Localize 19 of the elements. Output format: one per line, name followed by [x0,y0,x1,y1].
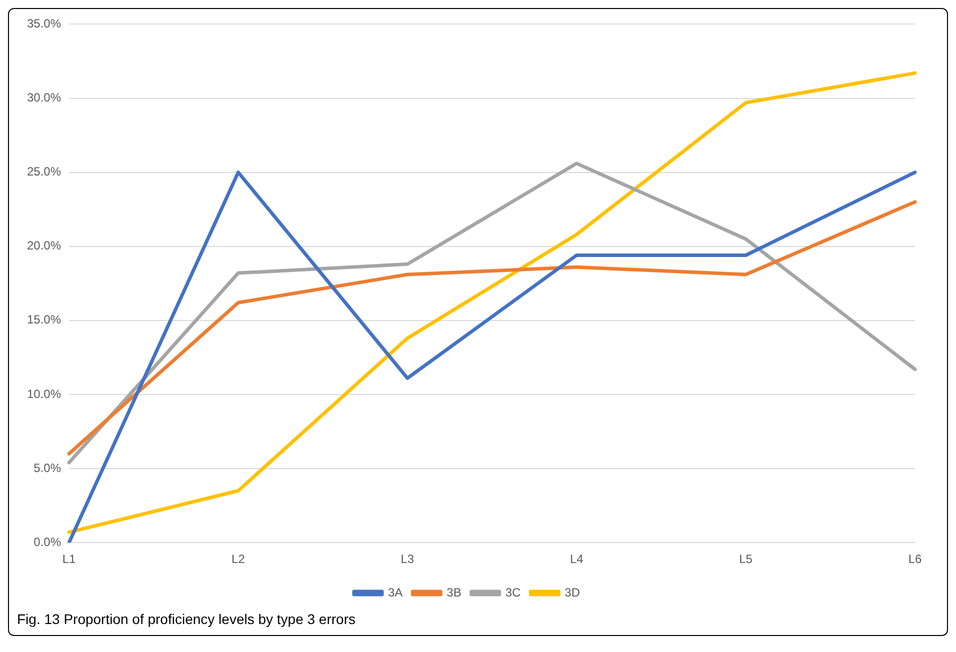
x-tick-label: L5 [739,552,753,566]
legend-label: 3D [564,585,580,600]
y-tick-label: 10.0% [26,386,62,401]
y-tick-label: 35.0% [26,16,62,31]
x-tick-label: L2 [232,552,246,566]
y-tick-label: 0.0% [34,534,62,549]
y-tick-label: 20.0% [26,238,62,253]
x-tick-label: L6 [908,552,922,566]
y-tick-label: 30.0% [26,90,62,105]
y-tick-label: 5.0% [34,460,62,475]
legend-label: 3A [388,585,403,600]
caption: Fig. 13 Proportion of proficiency levels by type 3 errors [16,610,356,629]
y-tick-label: 25.0% [26,164,62,179]
legend-label: 3B [446,585,462,600]
x-tick-label: L3 [400,552,414,566]
x-tick-label: L4 [570,552,584,566]
x-tick-label: L1 [62,552,76,566]
y-tick-label: 15.0% [26,312,62,327]
legend-label: 3C [505,585,522,600]
